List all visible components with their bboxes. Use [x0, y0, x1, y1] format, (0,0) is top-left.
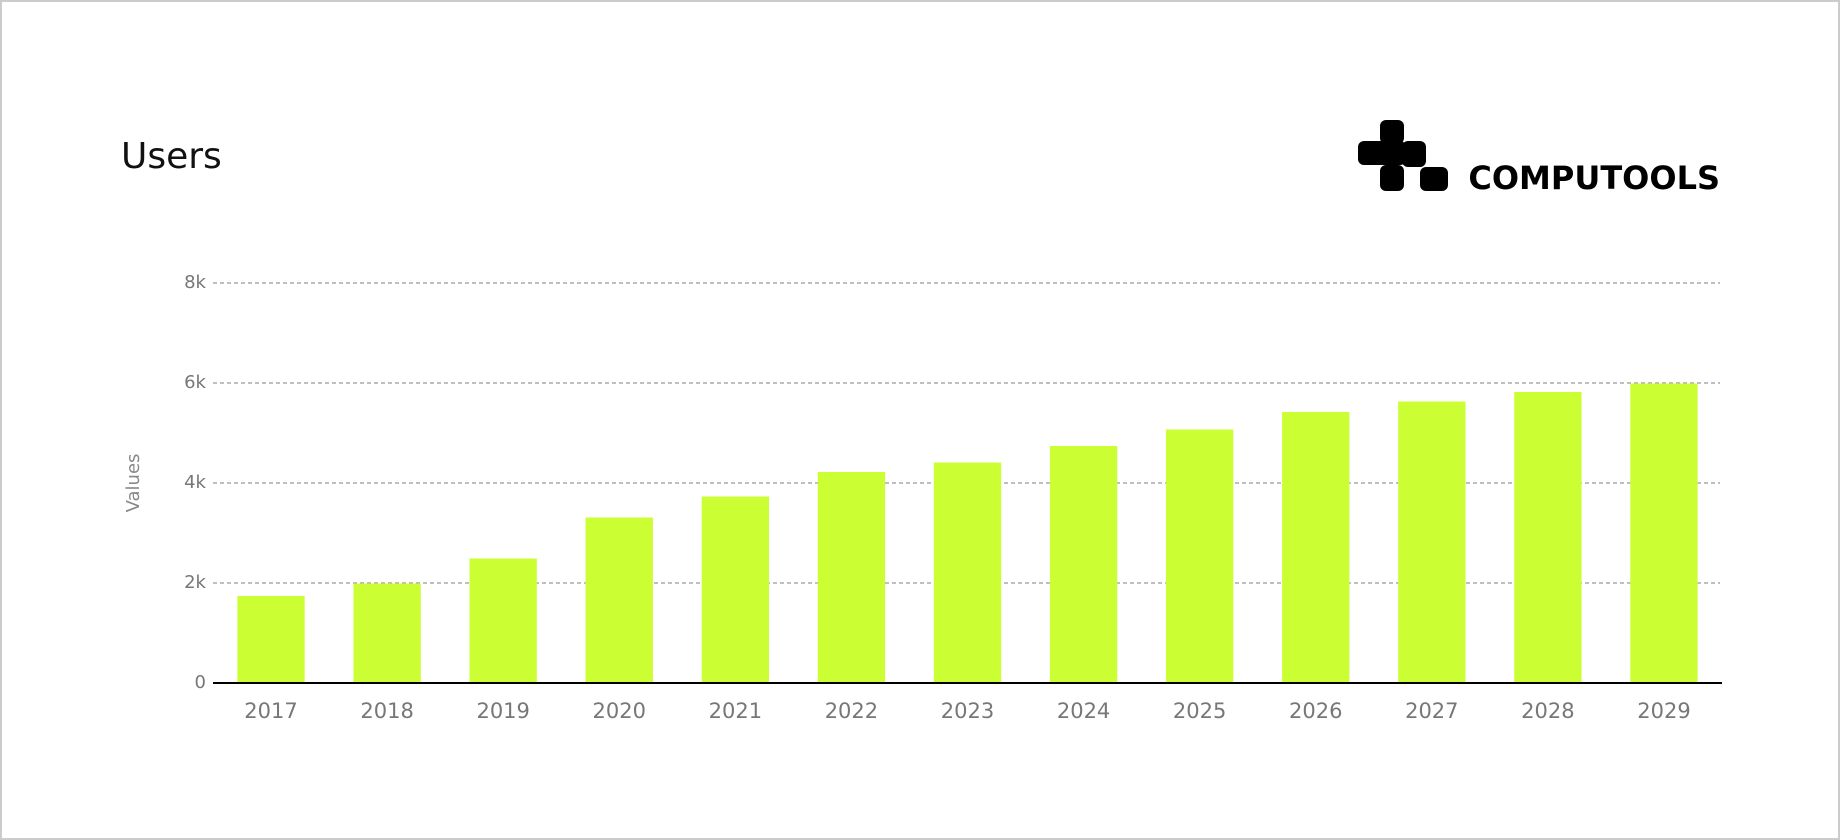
x-tick-label: 2028: [1521, 699, 1574, 723]
y-tick-label: 4k: [184, 472, 206, 493]
x-tick-label: 2017: [244, 699, 297, 723]
bar: [701, 496, 770, 683]
x-tick-label: 2025: [1173, 699, 1226, 723]
x-tick-label: 2024: [1057, 699, 1110, 723]
x-tick-label: 2029: [1637, 699, 1690, 723]
bar: [1514, 392, 1582, 683]
bar: [469, 558, 537, 683]
bar: [1049, 446, 1118, 683]
bar: [1165, 429, 1234, 683]
x-tick-label: 2022: [825, 699, 878, 723]
bar: [585, 517, 653, 683]
bar: [817, 472, 886, 683]
bar: [1630, 383, 1698, 683]
bar: [353, 583, 421, 683]
bar: [1398, 401, 1466, 683]
logo-text: COMPUTOOLS: [1468, 159, 1720, 197]
bar: [1282, 412, 1350, 683]
x-tick-label: 2026: [1289, 699, 1342, 723]
x-tick-label: 2023: [941, 699, 994, 723]
x-tick-label: 2018: [360, 699, 413, 723]
bar: [933, 462, 1002, 683]
x-tick-label: 2021: [709, 699, 762, 723]
y-tick-label: 8k: [184, 272, 206, 293]
x-tick-label: 2027: [1405, 699, 1458, 723]
x-tick-label: 2019: [476, 699, 529, 723]
y-tick-label: 0: [195, 672, 206, 693]
y-tick-label: 6k: [184, 372, 206, 393]
chart-title: Users: [121, 136, 222, 177]
y-axis-label: Values: [123, 454, 144, 513]
logo-icon: [1358, 120, 1448, 191]
y-tick-label: 2k: [184, 572, 206, 593]
x-tick-label: 2020: [593, 699, 646, 723]
bar: [237, 596, 305, 683]
